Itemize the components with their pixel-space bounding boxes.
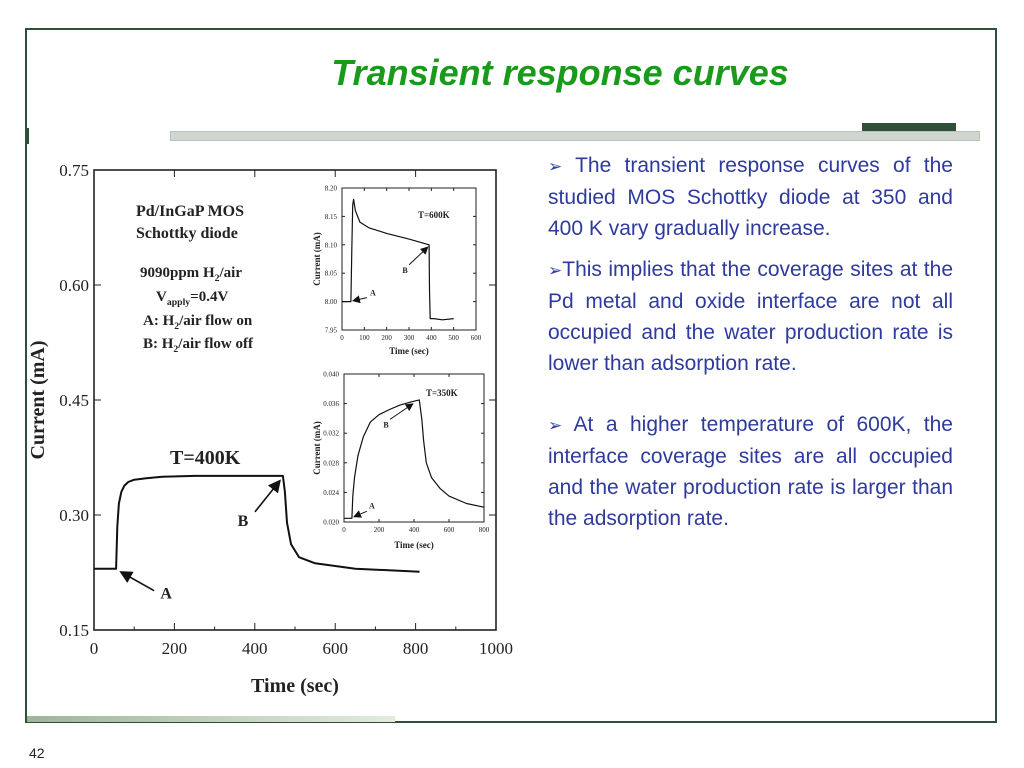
inset-background: [314, 180, 482, 360]
y-tick-label: 0.60: [59, 276, 89, 295]
bullet-item: ➢ At a higher temperature of 600K, the i…: [548, 409, 953, 534]
bullet-item: ➢ The transient response curves of the s…: [548, 150, 953, 244]
annotation-arrow: [389, 403, 414, 420]
y-tick-label: 8.15: [325, 213, 338, 221]
y-tick-label: 8.00: [325, 298, 338, 306]
y-tick-label: 8.05: [325, 270, 338, 278]
arrow-bullet-icon: ➢: [548, 261, 563, 280]
info-flow-off: B: H2/air flow off: [143, 336, 254, 355]
y-axis-label: Current (mA): [28, 340, 49, 459]
x-tick-label: 400: [426, 334, 437, 342]
y-tick-label: 0.30: [59, 506, 89, 525]
y-tick-label: 0.15: [59, 621, 89, 640]
annotation-label: B: [238, 513, 249, 530]
y-tick-label: 8.20: [325, 184, 338, 192]
info-device: Schottky diode: [136, 225, 238, 242]
y-tick-label: 0.75: [59, 161, 89, 180]
bullet-item: ➢This implies that the coverage sites at…: [548, 254, 953, 379]
x-tick-label: 600: [471, 334, 482, 342]
bullet-text: At a higher temperature of 600K, the int…: [548, 413, 953, 530]
x-axis-label: Time (sec): [251, 675, 339, 697]
bullet-text: The transient response curves of the stu…: [548, 154, 953, 240]
title-bar-grey: [170, 131, 980, 141]
x-tick-label: 300: [404, 334, 415, 342]
y-tick-label: 8.10: [325, 241, 338, 249]
transient-figure-svg: 0 200 400 600 800 10000.150.300.450.600.75Tim…: [28, 161, 513, 697]
x-tick-label: 800: [403, 639, 429, 658]
x-tick-label: 400: [242, 639, 267, 658]
annotation-label: A: [369, 501, 375, 510]
page-number: 42: [29, 745, 45, 761]
series-name: T=600K: [418, 210, 450, 220]
series-line: [94, 474, 420, 573]
x-tick-label: 0: [340, 334, 344, 342]
title-bar-dark: [862, 123, 956, 131]
annotation-label: B: [383, 420, 389, 429]
x-tick-label: 500: [448, 334, 459, 342]
annotation-label: A: [370, 289, 376, 298]
x-tick-label: 200: [162, 639, 188, 658]
y-tick-label: 0.028: [323, 459, 339, 467]
info-gas: 9090ppm H2/air: [140, 265, 242, 284]
series-name: T=400K: [170, 447, 241, 469]
y-tick-label: 0.032: [323, 430, 339, 438]
x-tick-label: 200: [381, 334, 392, 342]
bullet-list: ➢ The transient response curves of the s…: [548, 150, 953, 544]
annotation-arrow: [353, 510, 368, 518]
bullet-text: This implies that the coverage sites at …: [548, 258, 953, 375]
x-tick-label: 400: [409, 526, 420, 534]
y-axis-label: Current (mA): [312, 232, 322, 286]
transient-figure: 0 200 400 600 800 1000 0.15 0.30 0.45 0.60 0.75 Tim…: [28, 146, 528, 714]
y-tick-label: 7.95: [325, 326, 338, 334]
annotation-arrow: [351, 295, 368, 304]
x-tick-label: 1000: [479, 639, 513, 658]
x-tick-label: 0: [342, 526, 346, 534]
x-tick-label: 100: [359, 334, 370, 342]
x-tick-label: 600: [322, 639, 348, 658]
annotation-arrow: [254, 479, 281, 513]
arrow-bullet-icon: ➢: [548, 416, 563, 435]
annotation-label: B: [402, 266, 408, 275]
x-tick-label: 800: [479, 526, 490, 534]
x-axis-label: Time (sec): [394, 540, 434, 550]
y-tick-label: 0.040: [323, 370, 339, 378]
y-tick-label: 0.036: [323, 400, 339, 408]
inset-background: [312, 368, 488, 556]
info-device: Pd/InGaP MOS: [136, 203, 244, 220]
slide-frame: [25, 28, 997, 723]
annotation-arrow: [408, 246, 429, 266]
x-tick-label: 0: [90, 639, 99, 658]
x-axis-label: Time (sec): [389, 346, 429, 356]
footer-strip: [27, 716, 395, 722]
series-line: [342, 198, 454, 321]
y-tick-label: 0.45: [59, 391, 89, 410]
y-axis-label: Current (mA): [312, 421, 322, 475]
x-tick-label: 600: [444, 526, 455, 534]
slide-title: Transient response curves: [331, 52, 789, 93]
frame-accent: [25, 128, 29, 144]
x-tick-label: 200: [374, 526, 385, 534]
annotation-arrow: [119, 571, 155, 592]
annotation-label: A: [160, 586, 172, 603]
info-flow-on: A: H2/air flow on: [143, 313, 253, 332]
y-tick-label: 0.024: [323, 489, 339, 497]
y-tick-label: 0.020: [323, 518, 339, 526]
arrow-bullet-icon: ➢: [548, 157, 563, 176]
info-bias: Vapply=0.4V: [156, 289, 228, 308]
series-name: T=350K: [426, 388, 458, 398]
